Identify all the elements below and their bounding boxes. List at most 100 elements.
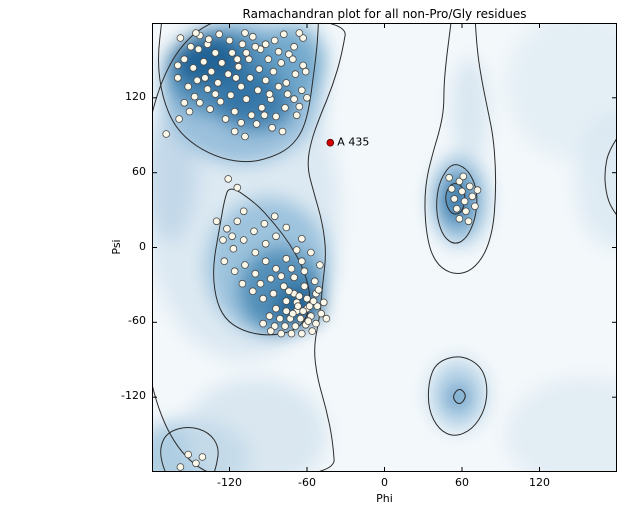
residue-point [471,202,479,211]
residue-point [473,186,482,194]
residue-point [194,45,203,54]
residue-point [313,302,322,310]
residue-point [468,192,477,201]
chart-title: Ramachandran plot for all non-Pro/Gly re… [242,7,527,21]
residue-point [270,212,279,221]
residue-point [261,240,270,248]
residue-point [175,115,183,123]
residue-point [259,319,267,328]
residue-point [452,205,461,213]
residue-point [249,287,257,296]
contour-left-handed-outer [424,23,497,274]
residue-point [228,232,236,241]
residue-point [298,86,306,95]
residue-point [215,30,223,38]
residue-point [265,312,274,320]
residue-point [303,294,311,303]
residue-point [216,97,225,106]
x-tick-label: 0 [381,476,388,489]
residue-point [447,185,456,193]
residue-point [237,82,245,91]
residue-point [230,107,239,116]
residue-point [311,277,319,286]
residue-point [304,317,313,325]
residue-point [192,29,200,37]
residue-point [190,92,199,101]
residue-point [261,257,270,266]
residue-point [280,30,288,38]
residue-point [199,57,208,66]
contour-bottom-right-core [453,389,466,405]
residue-point [242,95,251,103]
residue-point [186,42,195,51]
residue-point [282,297,291,305]
residue-point [282,79,291,87]
residue-point [465,182,474,191]
residue-point [258,104,266,112]
residue-point [290,95,298,103]
residue-point [173,61,182,70]
residue-point [274,82,283,91]
residue-point [450,195,459,203]
residue-point [295,292,304,300]
residue-point [269,67,278,76]
residue-point [241,261,249,269]
residue-point [282,254,291,263]
residue-point [211,49,220,57]
residue-point [228,49,236,57]
residue-point [242,49,251,57]
residue-point [195,99,204,107]
residue-point [239,207,248,216]
residue-point [460,197,469,206]
residue-point [173,74,182,82]
residue-point [270,36,279,45]
contour-bottom-right-region [427,356,488,436]
residue-point [316,261,324,269]
residue-point [176,34,185,42]
contour-beta-region [158,23,319,163]
residue-point [455,215,464,223]
x-tick-label: 120 [529,476,550,489]
residue-point [185,107,194,116]
residue-point [462,207,470,216]
residue-point [232,74,240,82]
x-axis-label: Phi [376,492,393,505]
residue-point [290,42,298,51]
residue-point [207,67,216,76]
residue-point [309,297,318,305]
axes-frame [152,23,617,472]
residue-point [458,187,466,196]
residue-point [285,287,293,296]
x-tick-label: 60 [455,476,469,489]
residue-point [241,132,249,141]
residue-point [299,61,307,70]
residue-point [237,119,245,127]
residue-point [180,55,189,63]
residue-point [261,40,270,49]
outlier-label: A 435 [337,136,369,149]
residue-point [255,65,263,73]
residue-point [272,264,280,273]
residue-point [233,55,242,63]
residue-point [192,459,200,468]
residue-point [272,112,280,121]
residue-point [206,105,214,113]
x-tick-label: -120 [217,476,242,489]
residue-point [292,246,301,254]
residue-point [322,314,331,323]
residue-point [214,79,222,87]
contour-left-handed-region [436,164,478,244]
residue-point [264,55,273,63]
residue-point [201,74,209,82]
residue-point [314,286,323,294]
residue-point [298,257,306,266]
residue-point [455,177,464,186]
contour-bottom-left-region [160,426,219,472]
residue-point [295,29,304,37]
residue-point [211,90,220,98]
residue-point [282,307,291,315]
residue-point [287,264,296,273]
residue-point [291,322,300,330]
residue-point [298,235,306,243]
residue-point [276,314,284,323]
